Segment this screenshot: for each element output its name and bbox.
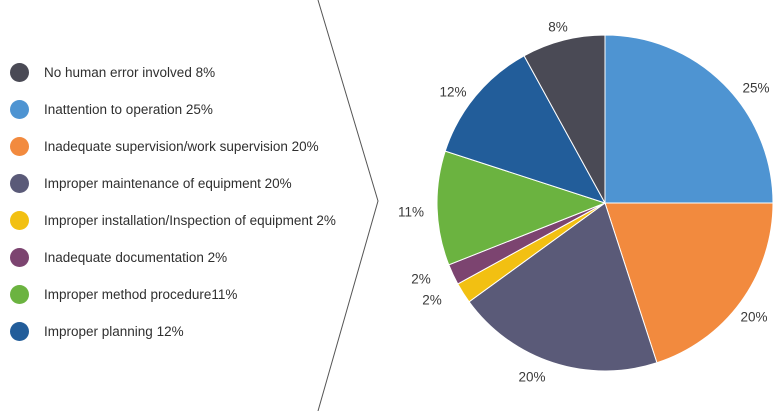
legend-item-improper-planning: Improper planning 12% <box>10 319 350 345</box>
legend: No human error involved 8% Inattention t… <box>10 59 350 356</box>
legend-item-inattention: Inattention to operation 25% <box>10 96 350 122</box>
pie-slice <box>468 202 658 372</box>
legend-label: Improper planning 12% <box>44 324 184 340</box>
slice-value-label: 20% <box>518 370 545 385</box>
legend-swatch <box>10 210 29 230</box>
legend-label: Inadequate supervision/work supervision … <box>44 138 319 154</box>
pie-slice <box>604 34 774 204</box>
legend-swatch <box>10 62 29 82</box>
legend-swatch <box>10 322 29 342</box>
legend-label: Inadequate documentation 2% <box>44 249 228 265</box>
slice-value-label: 12% <box>439 85 466 100</box>
pie-slice <box>444 55 607 204</box>
slice-value-label: 8% <box>548 20 568 35</box>
legend-swatch <box>10 136 29 156</box>
pie-slice <box>436 150 607 266</box>
legend-item-no-human-error: No human error involved 8% <box>10 59 350 85</box>
slice-value-label: 20% <box>740 310 767 325</box>
chevron-divider-line <box>317 0 379 411</box>
legend-label: Improper method procedure11% <box>44 287 238 303</box>
pie-slice <box>604 202 774 364</box>
slice-value-label: 2% <box>411 272 431 287</box>
legend-label: Improper installation/Inspection of equi… <box>44 212 336 228</box>
legend-swatch <box>10 99 29 119</box>
pie-slice-labels: 25% 20% 20% 2% 2% 11% 12% 8% <box>398 20 770 385</box>
legend-swatch <box>10 247 29 267</box>
legend-item-improper-method: Improper method procedure11% <box>10 282 350 308</box>
legend-swatch <box>10 285 29 305</box>
slice-value-label: 25% <box>742 81 769 96</box>
slice-value-label: 2% <box>422 293 442 308</box>
legend-label: Improper maintenance of equipment 20% <box>44 175 292 191</box>
legend-item-inadequate-documentation: Inadequate documentation 2% <box>10 244 350 270</box>
slice-value-label: 11% <box>398 205 424 220</box>
legend-item-improper-installation: Improper installation/Inspection of equi… <box>10 207 350 233</box>
pie-slice <box>523 34 606 204</box>
legend-item-improper-maintenance: Improper maintenance of equipment 20% <box>10 170 350 196</box>
legend-swatch <box>10 173 29 193</box>
legend-label: Inattention to operation 25% <box>44 101 213 117</box>
pie-slices <box>436 34 774 372</box>
legend-item-inadequate-supervision: Inadequate supervision/work supervision … <box>10 133 350 159</box>
legend-label: No human error involved 8% <box>44 64 216 80</box>
